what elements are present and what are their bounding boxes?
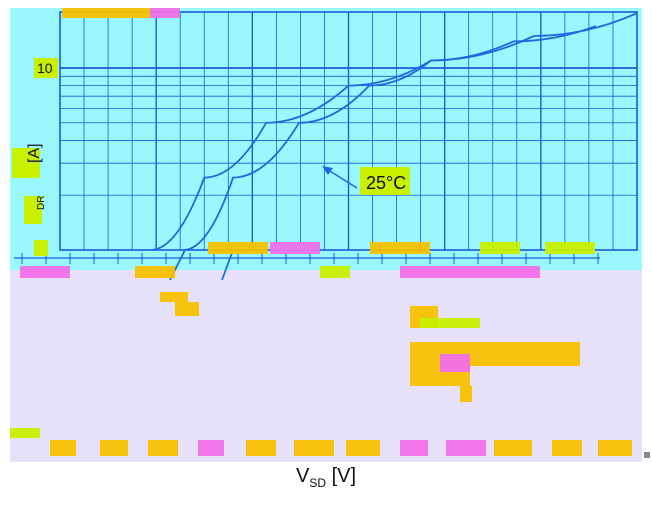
artifact-block xyxy=(135,266,175,278)
curves xyxy=(150,12,638,281)
plot-region-bg xyxy=(10,8,642,270)
ytick-label-10-bg xyxy=(34,58,58,78)
artifact-block xyxy=(480,242,520,254)
x-axis-title-unit: [V] xyxy=(331,465,357,487)
artifact-block xyxy=(400,440,428,456)
artifact-block xyxy=(494,440,532,456)
artifact-block xyxy=(545,242,595,254)
annotation-25c: 25°C xyxy=(322,166,410,195)
artifact-block xyxy=(10,428,40,438)
x-axis-title-main: V xyxy=(295,465,310,487)
artifact-block xyxy=(150,8,180,18)
artifact-block xyxy=(410,342,580,366)
artifact-block xyxy=(246,440,276,456)
ytick-label-10: 10 xyxy=(37,60,53,76)
artifact-block xyxy=(62,8,152,18)
artifact-block xyxy=(346,440,380,456)
artifact-block xyxy=(552,440,582,456)
artifact-block xyxy=(400,266,540,278)
x-axis-title-sub: SD xyxy=(309,476,326,490)
artifact-block xyxy=(198,440,224,456)
artifact-block xyxy=(100,440,128,456)
artifact-block xyxy=(446,440,486,456)
artifact-block xyxy=(370,242,430,254)
artifact-block xyxy=(598,440,632,456)
series-curve-1 xyxy=(150,12,638,251)
artifact-block xyxy=(320,266,350,278)
series-curve-2 xyxy=(183,25,597,251)
artifact-block xyxy=(420,318,480,328)
artifact-block xyxy=(208,242,268,254)
ytick-label-1-bg xyxy=(34,240,48,256)
curve-tail-2 xyxy=(221,249,234,281)
x-axis-title: VSD [V] xyxy=(0,465,652,490)
artifact-block xyxy=(294,440,334,456)
corner-mark xyxy=(644,452,650,458)
artifact-block xyxy=(148,440,178,456)
artifact-block xyxy=(175,302,199,316)
grid xyxy=(14,11,638,264)
svg-text:[A]: [A] xyxy=(26,143,43,163)
artifact-block xyxy=(50,440,76,456)
y-axis-title: [A] I DR xyxy=(12,143,47,224)
svg-text:DR: DR xyxy=(36,196,47,210)
annotation-text: 25°C xyxy=(366,173,406,193)
artifact-block xyxy=(270,242,320,254)
scan-artifacts xyxy=(10,8,650,458)
artifact-block xyxy=(20,266,70,278)
artifact-block xyxy=(160,292,188,302)
artifact-block xyxy=(440,354,470,372)
artifact-block xyxy=(460,386,472,402)
